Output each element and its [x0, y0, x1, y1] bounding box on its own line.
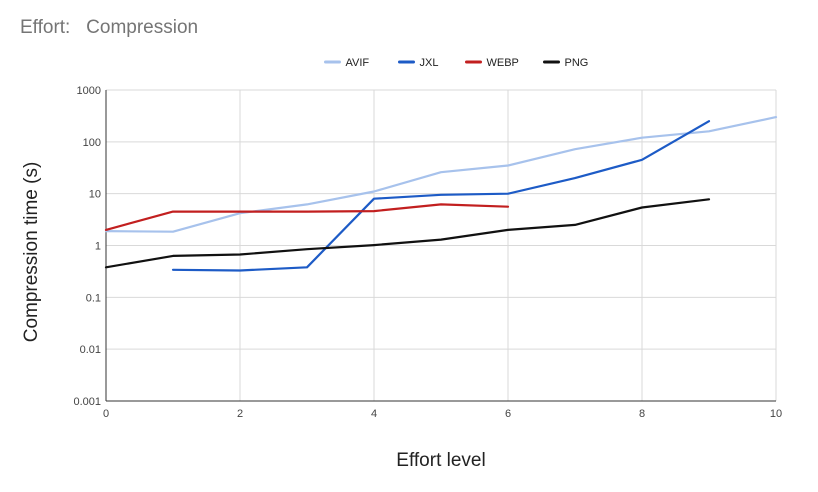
legend-label: JXL	[420, 57, 439, 69]
x-tick-label: 0	[103, 408, 109, 420]
legend-label: PNG	[565, 57, 589, 69]
x-tick-label: 6	[505, 408, 511, 420]
y-tick-label: 0.01	[80, 344, 101, 356]
y-axis-label: Compression time (s)	[21, 162, 42, 343]
legend-item-png[interactable]: PNG	[543, 57, 589, 69]
series-line-jxl	[171, 120, 711, 272]
y-tick-label: 1	[95, 241, 101, 253]
series-layer	[104, 115, 778, 272]
y-tick-label: 100	[83, 137, 101, 149]
grid-lines	[105, 89, 777, 402]
y-tick-label: 0.1	[86, 292, 101, 304]
legend-label: WEBP	[487, 57, 519, 69]
x-tick-label: 10	[770, 408, 782, 420]
x-tick-label: 4	[371, 408, 377, 420]
series-line-png	[104, 198, 711, 269]
x-tick-label: 2	[237, 408, 243, 420]
legend-label: AVIF	[346, 57, 370, 69]
series-line-avif	[104, 115, 778, 233]
x-axis-label: Effort level	[396, 450, 485, 471]
y-tick-label: 0.001	[73, 396, 101, 408]
legend: AVIF JXL WEBP PNG	[324, 57, 589, 69]
legend-item-jxl[interactable]: JXL	[398, 57, 439, 69]
y-tick-label: 1000	[77, 85, 101, 97]
x-tick-label: 8	[639, 408, 645, 420]
y-tick-label: 10	[89, 189, 101, 201]
series-line-webp	[104, 203, 510, 231]
legend-item-webp[interactable]: WEBP	[465, 57, 519, 69]
legend-item-avif[interactable]: AVIF	[324, 57, 370, 69]
chart-title: Effort: Compression	[20, 17, 199, 38]
